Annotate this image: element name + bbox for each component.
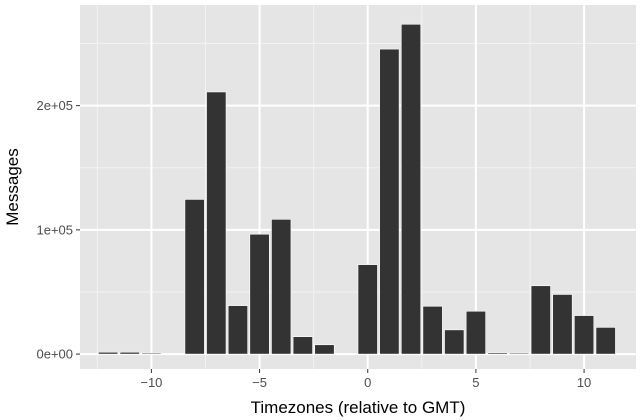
bar: [487, 352, 508, 355]
bar: [357, 264, 378, 355]
y-tick-label: 0e+00: [36, 347, 73, 362]
x-axis-title: Timezones (relative to GMT): [251, 398, 466, 417]
x-tick-label: −5: [252, 375, 267, 390]
x-tick-label: 0: [364, 375, 371, 390]
bar: [444, 329, 465, 355]
bar: [552, 294, 573, 355]
bar: [292, 336, 313, 355]
bar: [98, 351, 119, 355]
x-axis: −10 −5 0 5 10: [140, 369, 591, 390]
bar: [249, 233, 270, 355]
bar: [465, 310, 486, 355]
bar: [595, 327, 616, 355]
bar: [379, 48, 400, 355]
y-axis: 0e+00 1e+05 2e+05: [36, 98, 80, 362]
bar: [206, 91, 227, 355]
bar: [271, 219, 292, 355]
bar: [227, 305, 248, 355]
bar: [141, 352, 162, 355]
bar: [119, 351, 140, 355]
x-tick-label: 5: [472, 375, 479, 390]
x-tick-label: 10: [577, 375, 591, 390]
bar: [530, 285, 551, 355]
bar: [509, 352, 530, 355]
x-tick-label: −10: [140, 375, 162, 390]
bar: [400, 23, 422, 355]
bar: [314, 344, 335, 355]
bar: [184, 199, 205, 355]
y-tick-label: 1e+05: [36, 222, 73, 237]
bars-layer: [98, 23, 616, 355]
bar: [574, 315, 595, 355]
y-tick-label: 2e+05: [36, 98, 73, 113]
bar: [422, 305, 443, 355]
y-axis-title: Messages: [3, 148, 22, 225]
